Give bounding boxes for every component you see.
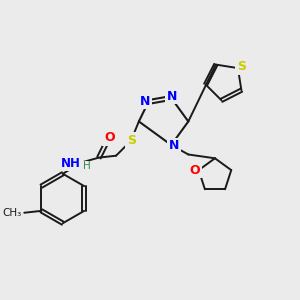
- Text: H: H: [83, 161, 90, 171]
- Text: S: S: [127, 134, 136, 147]
- Text: NH: NH: [61, 157, 81, 170]
- Text: O: O: [104, 131, 115, 144]
- Text: N: N: [167, 90, 177, 103]
- Text: S: S: [237, 60, 246, 73]
- Text: N: N: [140, 94, 150, 107]
- Text: CH₃: CH₃: [2, 208, 21, 218]
- Text: N: N: [169, 140, 179, 152]
- Text: O: O: [190, 164, 200, 177]
